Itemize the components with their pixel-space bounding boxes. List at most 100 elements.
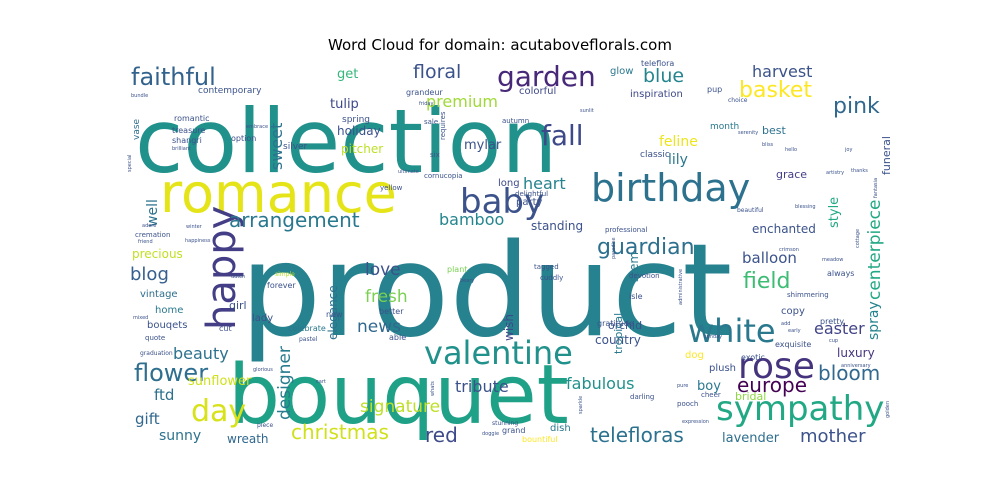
word-fantasia: fantasia [873,178,879,198]
word-tribute: tribute [455,377,509,396]
word-winter: winter [186,224,203,230]
word-collection: collection [135,90,557,193]
word-cup: cup [829,338,838,344]
word-lavender: lavender [722,431,780,446]
word-harvest: harvest [752,62,812,81]
word-sunflower: sunflower [188,374,252,389]
word-floral: floral [413,61,461,83]
word-sale: sale [424,118,438,126]
word-bouqets: bouqets [147,320,187,331]
word-stunning: stunning [492,420,518,427]
word-shimmering: shimmering [787,291,829,299]
word-better: better [379,307,404,316]
word-easter: easter [814,319,865,338]
word-bundle: bundle [131,93,148,99]
word-embrace: embrace [246,124,268,130]
word-mylar: mylar [464,138,502,153]
word-bountiful: bountiful [522,435,558,444]
word-grandeur: grandeur [406,88,443,97]
word-romantic: romantic [174,114,210,123]
word-simple: simple [275,271,295,278]
word-able: able [389,333,406,342]
word-glow: glow [610,66,633,77]
word-bouquet: bouquet [228,348,569,443]
word-rose: rose [738,346,815,387]
word-telefloras: telefloras [590,423,684,447]
word-joy: joy [844,147,852,153]
word-product: product [240,217,732,366]
word-delightful: delightful [515,190,548,198]
word-pure: pure [677,383,688,389]
word-home: home [155,305,183,316]
word-six: six [430,151,440,159]
word-pastel: pastel [299,336,318,343]
word-sunday: sunday [704,334,722,340]
word-classic: classic [640,150,670,160]
word-piece: piece [257,422,273,429]
word-new: new [326,310,343,319]
word-cuddly: cuddly [540,274,563,282]
word-cart: cart [316,379,326,385]
word-professional: professional [605,226,647,234]
word-option: option [231,134,256,143]
word-bamboo: bamboo [439,210,504,229]
word-silver: silver [283,142,308,152]
word-centerpiece: centerpiece [865,200,885,300]
word-dutch: dutch [231,274,245,280]
word-tulip: tulip [330,97,359,112]
word-field: field [743,269,790,294]
word-flower: flower [134,359,208,387]
word-thanks: thanks [851,168,868,174]
word-treasure: treasure [172,126,205,135]
word-birthday: birthday [591,166,750,210]
word-arrangement: arrangement [229,208,360,232]
word-white: white [688,312,776,350]
word-administrative: administrative [678,269,684,305]
word-gratitude: gratitude [597,319,634,328]
word-long: long [498,178,520,189]
word-heart: heart [523,174,566,193]
word-tropical: tropical [612,313,625,354]
word-plant: plant [447,265,467,274]
chart-title: Word Cloud for domain: acutaboveflorals.… [328,36,672,54]
word-happy: happy [199,206,245,330]
word-guardian: guardian [597,235,695,260]
word-best: best [762,124,786,137]
word-vintage: vintage [140,289,178,300]
word-christmas: christmas [291,420,389,444]
word-sparkle: sparkle [578,396,584,414]
word-always: always [827,269,854,278]
word-spray: spray [866,301,882,340]
word-meadow: meadow [822,257,843,263]
word-crimson: crimson [779,247,799,253]
word-country: country [595,333,641,347]
word-hello: hello [785,147,797,153]
word-funeral: funeral [880,136,893,175]
word-vase: vase [132,118,142,140]
word-choice: choice [728,97,748,104]
word-valentine: valentine [424,334,573,372]
word-baby: baby [460,182,544,222]
word-cornucopia: cornucopia [424,172,463,180]
word-party: party [516,197,543,208]
word-style: style [827,197,842,228]
word-golden: golden [885,401,891,418]
word-get: get [337,67,358,82]
word-contemporary: contemporary [198,86,262,96]
word-plush: plush [709,363,736,374]
word-stem: stem [627,252,641,282]
word-romance: romance [160,162,397,225]
word-beary: beary [460,278,474,284]
word-sunny: sunny [159,428,201,444]
word-special: special [127,155,133,172]
word-celebrate: celebrate [288,324,326,333]
word-blue: blue [643,65,684,87]
word-shangri: shangri [172,136,202,145]
word-forever: forever [267,281,296,290]
word-well: well [145,199,161,227]
word-elegance: elegance [326,285,340,340]
word-fabulous: fabulous [566,374,634,393]
word-serenity: serenity [738,130,758,136]
word-bridal: bridal [735,390,766,403]
